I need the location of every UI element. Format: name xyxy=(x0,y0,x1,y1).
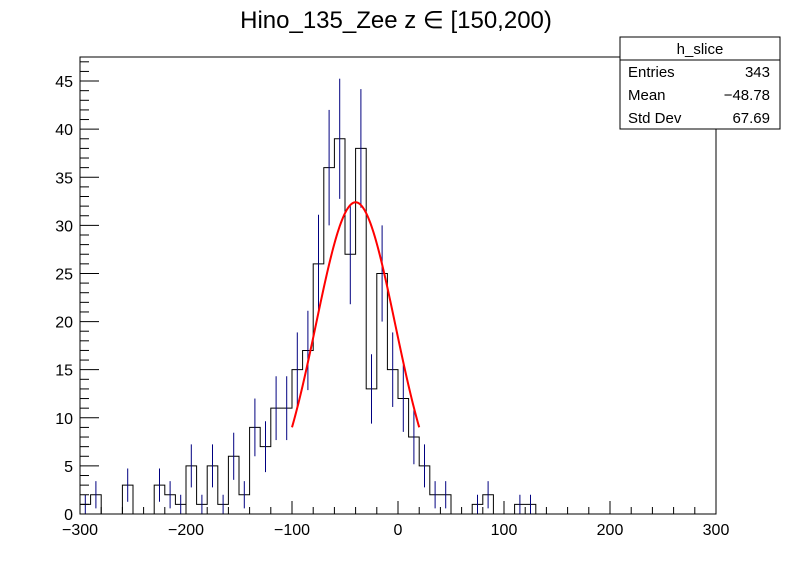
y-tick-label: 10 xyxy=(55,411,73,428)
gaussian-fit xyxy=(291,201,421,428)
fit-curve xyxy=(291,201,421,428)
stats-value: 343 xyxy=(745,64,770,81)
chart-title: Hino_135_Zee z ∈ [150,200) xyxy=(240,7,552,34)
stats-label: Entries xyxy=(628,64,675,81)
y-tick-label: 0 xyxy=(64,507,73,524)
y-tick-label: 25 xyxy=(55,266,73,283)
y-tick-label: 45 xyxy=(55,74,73,91)
y-tick-label: 35 xyxy=(55,170,73,187)
x-tick-label: −200 xyxy=(168,522,204,539)
stats-value: 67.69 xyxy=(732,110,770,127)
x-tick-label: 300 xyxy=(703,522,730,539)
histogram-outline xyxy=(79,138,716,515)
x-tick-label: −300 xyxy=(62,522,98,539)
stats-box-frame xyxy=(619,36,781,130)
x-tick-label: −100 xyxy=(274,522,310,539)
stats-box-name: h_slice xyxy=(677,41,724,58)
y-tick-label: 40 xyxy=(55,122,73,139)
y-tick-label: 15 xyxy=(55,363,73,380)
histogram-bins xyxy=(79,78,716,515)
x-tick-label: 100 xyxy=(491,522,518,539)
y-tick-label: 20 xyxy=(55,315,73,332)
x-tick-label: 0 xyxy=(394,522,403,539)
y-tick-label: 30 xyxy=(55,218,73,235)
x-tick-label: 200 xyxy=(597,522,624,539)
y-tick-label: 5 xyxy=(64,459,73,476)
stats-label: Mean xyxy=(628,87,666,104)
axes: −300 −200 −100 0 100 200 300 0 5 10 15 20 25 30 35 40 45 xyxy=(55,61,730,539)
stats-label: Std Dev xyxy=(628,110,682,127)
stats-value: −48.78 xyxy=(724,87,770,104)
